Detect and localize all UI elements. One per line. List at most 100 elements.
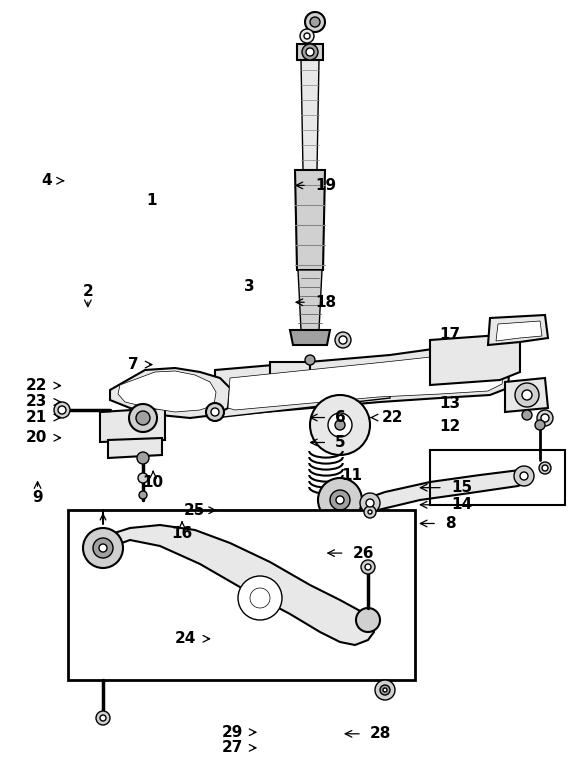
- Circle shape: [383, 688, 387, 692]
- Circle shape: [514, 466, 534, 486]
- Circle shape: [335, 420, 345, 430]
- Text: 28: 28: [370, 726, 391, 742]
- Circle shape: [522, 410, 532, 420]
- Circle shape: [328, 413, 352, 437]
- Circle shape: [136, 411, 150, 425]
- Polygon shape: [90, 525, 374, 645]
- Circle shape: [375, 680, 395, 700]
- Polygon shape: [297, 44, 323, 60]
- Circle shape: [310, 17, 320, 27]
- Text: 21: 21: [26, 410, 47, 425]
- Text: 2: 2: [83, 284, 93, 299]
- Circle shape: [302, 44, 318, 60]
- Circle shape: [306, 48, 314, 56]
- Circle shape: [360, 493, 380, 513]
- Polygon shape: [430, 335, 520, 385]
- Polygon shape: [496, 321, 542, 341]
- Text: 12: 12: [439, 419, 461, 435]
- Text: 25: 25: [184, 502, 205, 518]
- Text: 6: 6: [335, 410, 346, 425]
- Circle shape: [137, 452, 149, 464]
- Circle shape: [535, 420, 545, 430]
- Text: 18: 18: [315, 294, 336, 310]
- Circle shape: [100, 715, 106, 721]
- Text: 4: 4: [42, 173, 52, 189]
- Circle shape: [364, 506, 376, 518]
- Circle shape: [515, 383, 539, 407]
- Circle shape: [238, 576, 282, 620]
- Circle shape: [304, 33, 310, 39]
- Polygon shape: [295, 170, 325, 270]
- Circle shape: [129, 404, 157, 432]
- Text: 3: 3: [244, 279, 255, 294]
- Text: 29: 29: [221, 724, 243, 740]
- Circle shape: [211, 408, 219, 416]
- Circle shape: [310, 395, 370, 455]
- Circle shape: [305, 12, 325, 32]
- Text: 23: 23: [26, 394, 47, 410]
- Polygon shape: [505, 378, 548, 412]
- Bar: [430, 450, 565, 505]
- Polygon shape: [118, 371, 216, 412]
- Polygon shape: [298, 270, 322, 330]
- Polygon shape: [270, 362, 310, 385]
- Circle shape: [139, 491, 147, 499]
- Circle shape: [300, 29, 314, 43]
- Circle shape: [206, 403, 224, 421]
- Text: 7: 7: [128, 357, 139, 372]
- Text: 11: 11: [341, 467, 362, 483]
- Circle shape: [96, 711, 110, 725]
- Circle shape: [138, 473, 148, 483]
- Circle shape: [93, 538, 113, 558]
- Circle shape: [537, 410, 553, 426]
- Text: 15: 15: [451, 480, 472, 495]
- Text: 9: 9: [32, 489, 43, 505]
- Text: 1: 1: [146, 193, 157, 209]
- Text: 8: 8: [445, 516, 455, 531]
- Polygon shape: [228, 356, 504, 410]
- Polygon shape: [488, 315, 548, 345]
- Polygon shape: [110, 368, 230, 418]
- Text: 22: 22: [381, 410, 403, 425]
- Text: 13: 13: [439, 396, 461, 411]
- Text: 10: 10: [143, 475, 164, 491]
- Circle shape: [368, 510, 372, 514]
- Circle shape: [54, 402, 70, 418]
- Circle shape: [520, 472, 528, 480]
- Polygon shape: [215, 375, 390, 418]
- Text: 16: 16: [172, 526, 192, 541]
- Circle shape: [522, 390, 532, 400]
- Text: 27: 27: [221, 740, 243, 756]
- Circle shape: [380, 685, 390, 695]
- Polygon shape: [365, 470, 530, 510]
- Circle shape: [339, 336, 347, 344]
- Polygon shape: [108, 438, 162, 458]
- Circle shape: [356, 608, 380, 632]
- Circle shape: [305, 355, 315, 365]
- Bar: [68, 510, 415, 680]
- Text: 24: 24: [175, 631, 197, 647]
- Text: 17: 17: [439, 327, 461, 343]
- Circle shape: [99, 544, 107, 552]
- Text: 19: 19: [315, 178, 336, 193]
- Text: 20: 20: [26, 430, 47, 446]
- Circle shape: [250, 588, 270, 608]
- Circle shape: [336, 496, 344, 504]
- Text: 26: 26: [353, 545, 374, 561]
- Polygon shape: [301, 60, 319, 170]
- Circle shape: [539, 462, 551, 474]
- Circle shape: [541, 414, 549, 422]
- Circle shape: [318, 478, 362, 522]
- Circle shape: [542, 465, 548, 471]
- Circle shape: [365, 564, 371, 570]
- Text: 5: 5: [335, 435, 346, 450]
- Polygon shape: [100, 408, 165, 442]
- Circle shape: [361, 560, 375, 574]
- Polygon shape: [215, 348, 510, 415]
- Circle shape: [83, 528, 123, 568]
- Circle shape: [366, 499, 374, 507]
- Text: 14: 14: [451, 497, 472, 513]
- Circle shape: [58, 406, 66, 414]
- Polygon shape: [290, 330, 330, 345]
- Text: 22: 22: [26, 378, 47, 393]
